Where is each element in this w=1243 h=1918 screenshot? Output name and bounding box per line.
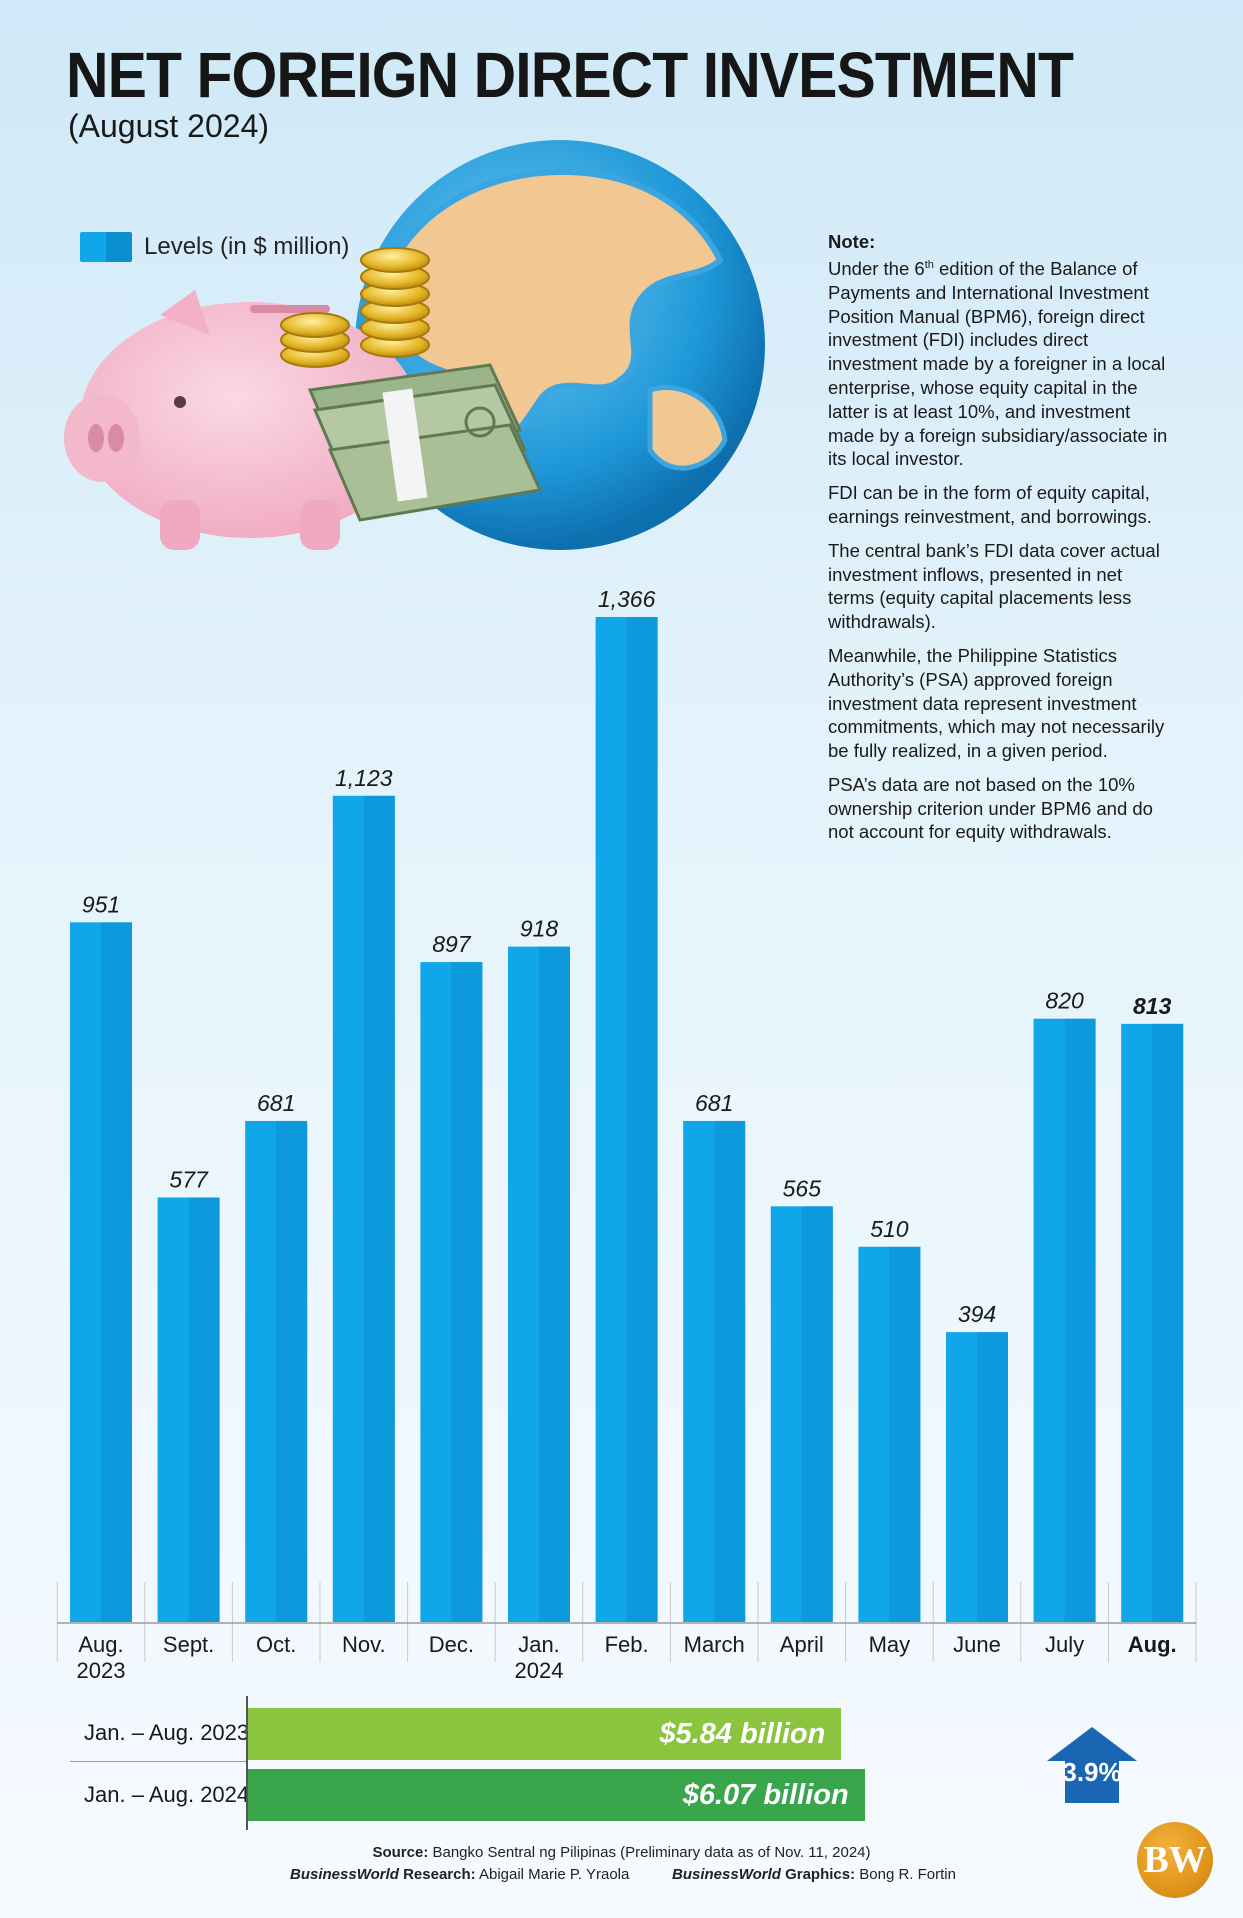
ytd-2023-bar: $5.84 billion bbox=[248, 1708, 842, 1760]
source-line: Source: Bangko Sentral ng Pilipinas (Pre… bbox=[0, 1844, 1243, 1861]
bar-value-label-10: 394 bbox=[958, 1301, 996, 1327]
bar-value-label-5: 918 bbox=[520, 916, 559, 942]
ytd-axis bbox=[246, 1696, 248, 1830]
note-heading: Note bbox=[828, 231, 870, 252]
note-paragraph-5: PSA’s data are not based on the 10% owne… bbox=[828, 773, 1153, 843]
bar-9 bbox=[858, 1246, 921, 1622]
legend-label: Levels (in $ million) bbox=[144, 233, 350, 260]
x-tick-label-0-line2: 2023 bbox=[77, 1658, 126, 1683]
bar-value-label-9: 510 bbox=[870, 1216, 909, 1242]
x-tick-label-6: Feb. bbox=[605, 1632, 649, 1657]
legend: Levels (in $ million) bbox=[80, 232, 349, 262]
bar-8 bbox=[770, 1206, 833, 1622]
note-paragraph-2: FDI can be in the form of equity capital… bbox=[828, 482, 1152, 527]
research-credit: BusinessWorld Research: Abigail Marie P.… bbox=[290, 1866, 630, 1883]
note-paragraph-1: Under the 6th edition of the Balance of … bbox=[828, 257, 1168, 470]
gold-coins-icon bbox=[280, 247, 430, 368]
bar-11 bbox=[1033, 1018, 1096, 1622]
bar-2 bbox=[245, 1120, 308, 1622]
bar-value-label-4: 897 bbox=[432, 931, 472, 957]
bar-6 bbox=[595, 617, 658, 1622]
chart-title: NET FOREIGN DIRECT INVESTMENT bbox=[66, 39, 1074, 111]
x-tick-label-2: Oct. bbox=[256, 1632, 296, 1657]
x-tick-label-3: Nov. bbox=[342, 1632, 386, 1657]
businessworld-logo: BW bbox=[1137, 1822, 1213, 1898]
source-text: Bangko Sentral ng Pilipinas (Preliminary… bbox=[428, 1844, 871, 1861]
x-tick-label-1: Sept. bbox=[163, 1632, 214, 1657]
bar-3 bbox=[332, 795, 395, 1622]
ytd-separator bbox=[70, 1761, 246, 1762]
x-tick-label-4: Dec. bbox=[429, 1632, 474, 1657]
x-tick-label-0: Aug. bbox=[78, 1632, 123, 1657]
bars-group bbox=[70, 617, 1184, 1622]
chart-subtitle: (August 2024) bbox=[68, 108, 270, 144]
x-tick-label-11: July bbox=[1045, 1632, 1084, 1657]
note-paragraph-3: The central bank’s FDI data cover actual… bbox=[828, 539, 1160, 633]
x-tick-label-8: April bbox=[780, 1632, 824, 1657]
bar-chart: 951 577 681 1,123 897 918 1,366 681 565 510 394 820… bbox=[56, 586, 1197, 1683]
change-percent: 3.9% bbox=[1062, 1757, 1122, 1787]
ytd-2023-label: Jan. – Aug. 2023 bbox=[84, 1720, 250, 1745]
bar-value-label-8: 565 bbox=[783, 1175, 822, 1201]
x-tick-label-12: Aug. bbox=[1128, 1632, 1177, 1657]
note-paragraph-4: Meanwhile, the Philippine Statistics Aut… bbox=[828, 644, 1165, 762]
bar-4 bbox=[420, 962, 483, 1622]
bar-value-label-3: 1,123 bbox=[335, 765, 393, 791]
source-label: Source: bbox=[372, 1844, 429, 1861]
bar-value-label-2: 681 bbox=[257, 1090, 295, 1116]
increase-arrow-icon bbox=[1047, 1727, 1137, 1803]
bar-5 bbox=[508, 946, 570, 1622]
bar-value-label-7: 681 bbox=[695, 1090, 733, 1116]
bar-0 bbox=[70, 922, 132, 1622]
piggy-bank-globe-illustration bbox=[64, 140, 765, 550]
x-tick-label-10: June bbox=[953, 1632, 1001, 1657]
legend-swatch bbox=[80, 232, 132, 262]
cash-stack-icon bbox=[307, 363, 543, 522]
bar-value-label-0: 951 bbox=[82, 891, 120, 917]
ytd-2024-bar: $6.07 billion bbox=[248, 1769, 865, 1821]
bar-value-label-11: 820 bbox=[1045, 988, 1084, 1014]
bar-10 bbox=[946, 1332, 1008, 1622]
bar-12 bbox=[1121, 1023, 1184, 1622]
x-tick-label-5-line2: 2024 bbox=[515, 1658, 564, 1683]
bar-7 bbox=[683, 1120, 746, 1622]
bar-1 bbox=[157, 1197, 220, 1622]
x-tick-label-5: Jan. bbox=[518, 1632, 560, 1657]
x-tick-label-7: March bbox=[684, 1632, 745, 1657]
bar-value-label-1: 577 bbox=[169, 1166, 209, 1192]
bar-labels-group: 951 577 681 1,123 897 918 1,366 681 565 510 394 820… bbox=[82, 586, 1172, 1327]
bar-value-label-12: 813 bbox=[1133, 993, 1172, 1019]
ytd-2024-label: Jan. – Aug. 2024 bbox=[84, 1782, 250, 1807]
x-tick-label-9: May bbox=[869, 1632, 911, 1657]
graphics-credit: BusinessWorld Graphics: Bong R. Fortin bbox=[672, 1866, 956, 1883]
note-panel: Note: Under the 6th edition of the Balan… bbox=[828, 230, 1173, 854]
bar-value-label-6: 1,366 bbox=[598, 586, 656, 612]
